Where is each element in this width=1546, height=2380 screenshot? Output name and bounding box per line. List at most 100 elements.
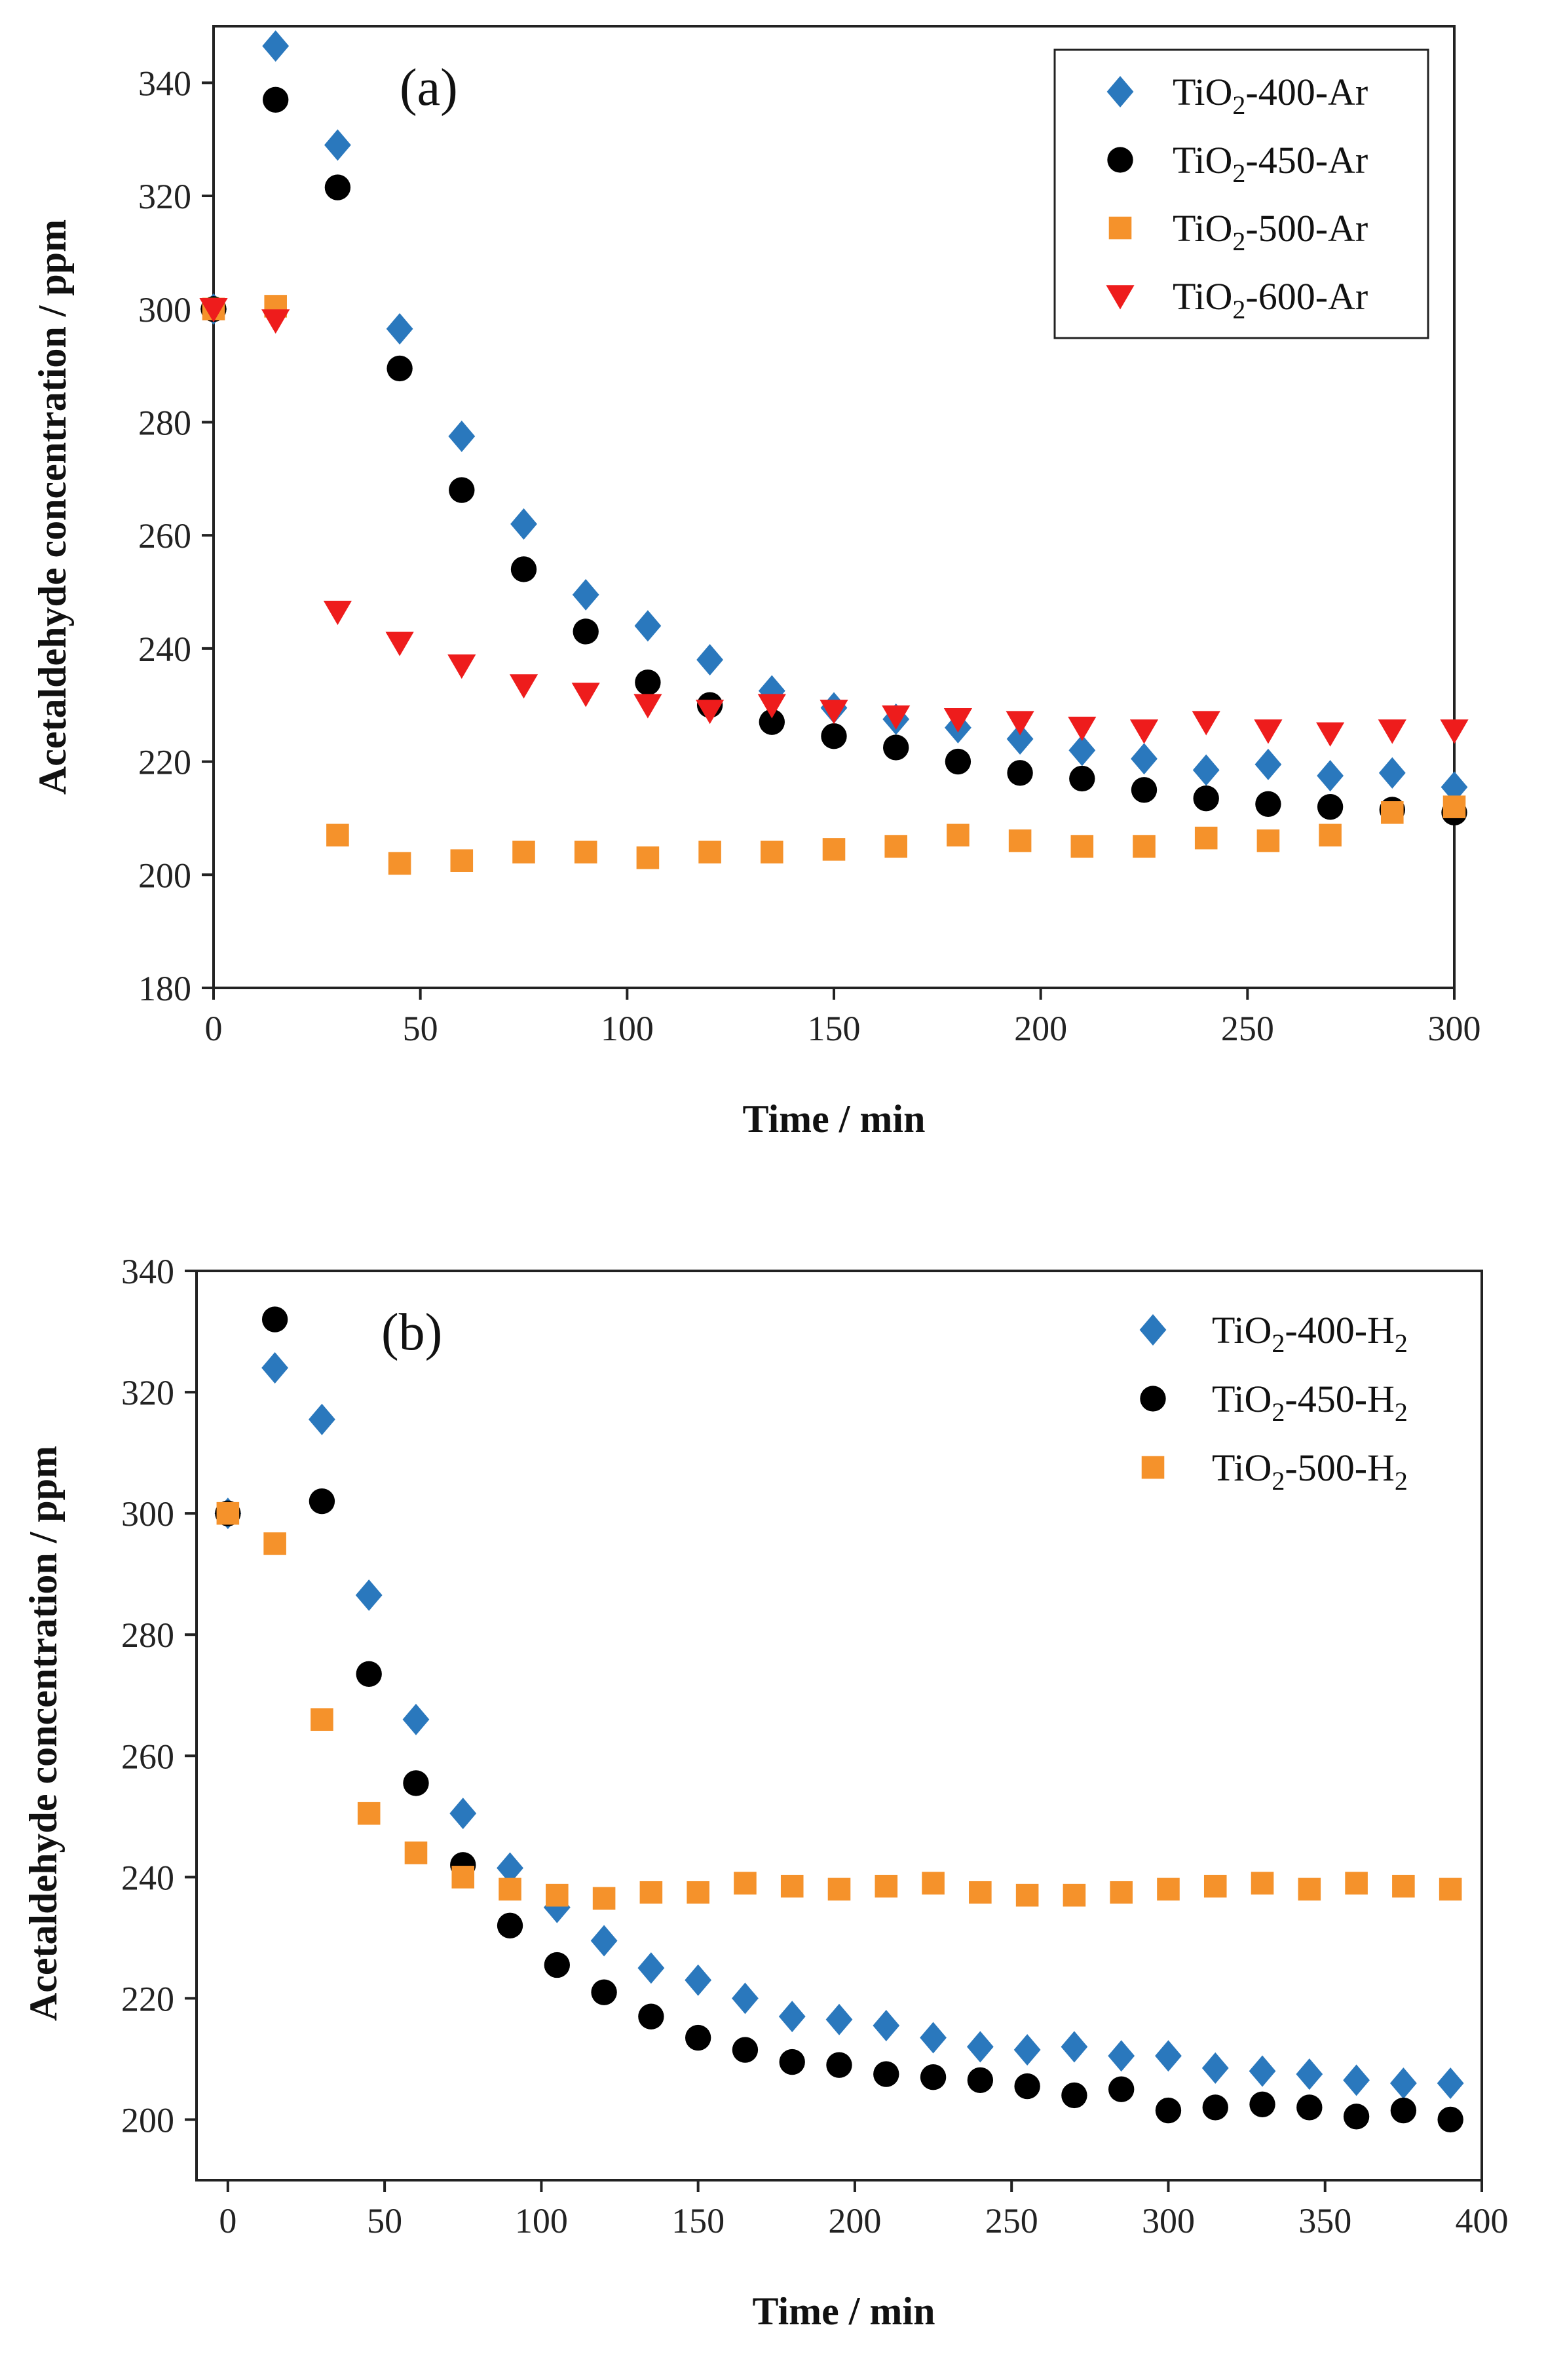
data-point	[920, 2022, 947, 2054]
data-point	[943, 708, 972, 733]
y-tick-label: 340	[138, 64, 191, 103]
legend-marker-shape	[1139, 1314, 1167, 1346]
legend-b: TiO2-400-H2 TiO2-450-H2 TiO2-500-H2	[1139, 1309, 1408, 1496]
data-point	[732, 2037, 759, 2063]
x-tick-label: 300	[1428, 1009, 1481, 1048]
data-point	[356, 1661, 382, 1688]
data-point	[1070, 835, 1094, 858]
data-point	[639, 1881, 663, 1904]
y-tick-label: 240	[138, 630, 191, 669]
x-axis-title-b: Time / min	[753, 2290, 935, 2333]
data-point	[1203, 1874, 1227, 1898]
data-points-a	[199, 30, 1469, 875]
data-point	[1319, 823, 1342, 847]
data-point	[922, 1872, 945, 1895]
y-tick-label: 280	[121, 1615, 174, 1655]
legend-label: TiO2-500-Ar	[1173, 207, 1368, 256]
data-point	[1437, 2106, 1463, 2133]
data-point	[636, 846, 660, 869]
x-tick-label: 350	[1298, 2201, 1351, 2240]
data-point	[1296, 2058, 1323, 2090]
data-point	[1378, 757, 1406, 789]
legend-marker-diamond-icon	[1139, 1314, 1167, 1346]
x-tick-label: 150	[671, 2201, 725, 2240]
legend-marker-square-icon	[1141, 1456, 1165, 1479]
data-point	[572, 578, 599, 611]
x-tick-label: 250	[1221, 1009, 1274, 1048]
data-point	[1437, 2067, 1464, 2099]
data-point	[1389, 2067, 1417, 2099]
x-tick-label: 200	[1014, 1009, 1067, 1048]
y-tick-label: 240	[121, 1858, 174, 1897]
data-point	[1317, 793, 1344, 820]
data-point	[696, 700, 725, 725]
y-tick-label: 220	[121, 1979, 174, 2018]
legend-marker-shape	[1108, 216, 1132, 240]
data-point	[263, 86, 289, 113]
data-point	[261, 309, 290, 334]
data-point	[873, 2061, 899, 2087]
data-point	[497, 1852, 523, 1884]
y-axis-title-a: Acetaldehyde concentration / ppm	[31, 219, 74, 795]
data-point	[1131, 743, 1158, 775]
data-point	[1063, 1883, 1086, 1907]
data-point	[1316, 722, 1345, 747]
x-tick-label: 400	[1456, 2201, 1509, 2240]
legend-entry: TiO2-600-Ar	[1106, 275, 1368, 324]
y-tick-label: 180	[138, 969, 191, 1008]
data-point	[1441, 771, 1468, 803]
data-point	[633, 694, 662, 719]
y-tick-label: 300	[138, 290, 191, 330]
legend-entry: TiO2-500-H2	[1141, 1446, 1408, 1496]
data-point	[591, 1979, 617, 2005]
data-point	[637, 1952, 665, 1984]
legend-marker-square-icon	[1108, 216, 1132, 240]
data-point	[324, 174, 351, 200]
data-point	[497, 1912, 523, 1939]
legend-marker-shape	[1141, 1456, 1165, 1479]
data-point	[884, 835, 907, 858]
legend-marker-triangle-icon	[1106, 285, 1135, 310]
x-tick-label: 0	[205, 1009, 223, 1048]
data-point	[827, 1878, 851, 1901]
data-point	[1131, 777, 1158, 803]
x-tick-label: 50	[367, 2201, 402, 2240]
data-point	[635, 670, 661, 696]
legend-marker-shape	[1106, 76, 1134, 107]
data-point	[638, 2003, 664, 2030]
data-point	[1255, 791, 1281, 818]
x-axis-title-a: Time / min	[743, 1097, 926, 1141]
legend-entry: TiO2-450-H2	[1140, 1378, 1408, 1427]
data-point	[355, 1579, 383, 1612]
data-point	[1251, 1872, 1274, 1895]
data-point	[510, 508, 537, 540]
data-point	[1006, 711, 1034, 736]
legend-marker-circle-icon	[1140, 1386, 1166, 1412]
data-point	[825, 2003, 853, 2035]
legend-entry: TiO2-500-Ar	[1108, 207, 1368, 256]
x-tick-label: 250	[985, 2201, 1038, 2240]
data-point	[261, 1352, 289, 1384]
data-point	[1192, 711, 1220, 736]
x-tick-label: 150	[808, 1009, 861, 1048]
data-point	[592, 1887, 616, 1910]
data-point	[387, 355, 413, 382]
chart-panel-b: 0 50 100 150 200 250 300 350 400 200 220 240 260 280 3…	[22, 1252, 1509, 2333]
data-point	[403, 1770, 429, 1796]
x-tick-label: 100	[601, 1009, 654, 1048]
data-point	[1202, 2094, 1228, 2121]
data-point	[1390, 2097, 1417, 2124]
data-point	[574, 841, 597, 864]
data-point	[1155, 2040, 1182, 2072]
data-point	[759, 709, 785, 735]
data-point	[386, 312, 413, 345]
data-point	[1157, 1878, 1180, 1901]
data-point	[967, 2067, 994, 2094]
data-point	[1069, 765, 1095, 792]
data-point	[447, 654, 476, 679]
legend-label: TiO2-500-H2	[1212, 1446, 1408, 1496]
data-point	[1013, 2034, 1041, 2066]
y-tick-label: 200	[138, 856, 191, 895]
data-point	[309, 1403, 335, 1435]
data-point	[780, 1874, 804, 1898]
